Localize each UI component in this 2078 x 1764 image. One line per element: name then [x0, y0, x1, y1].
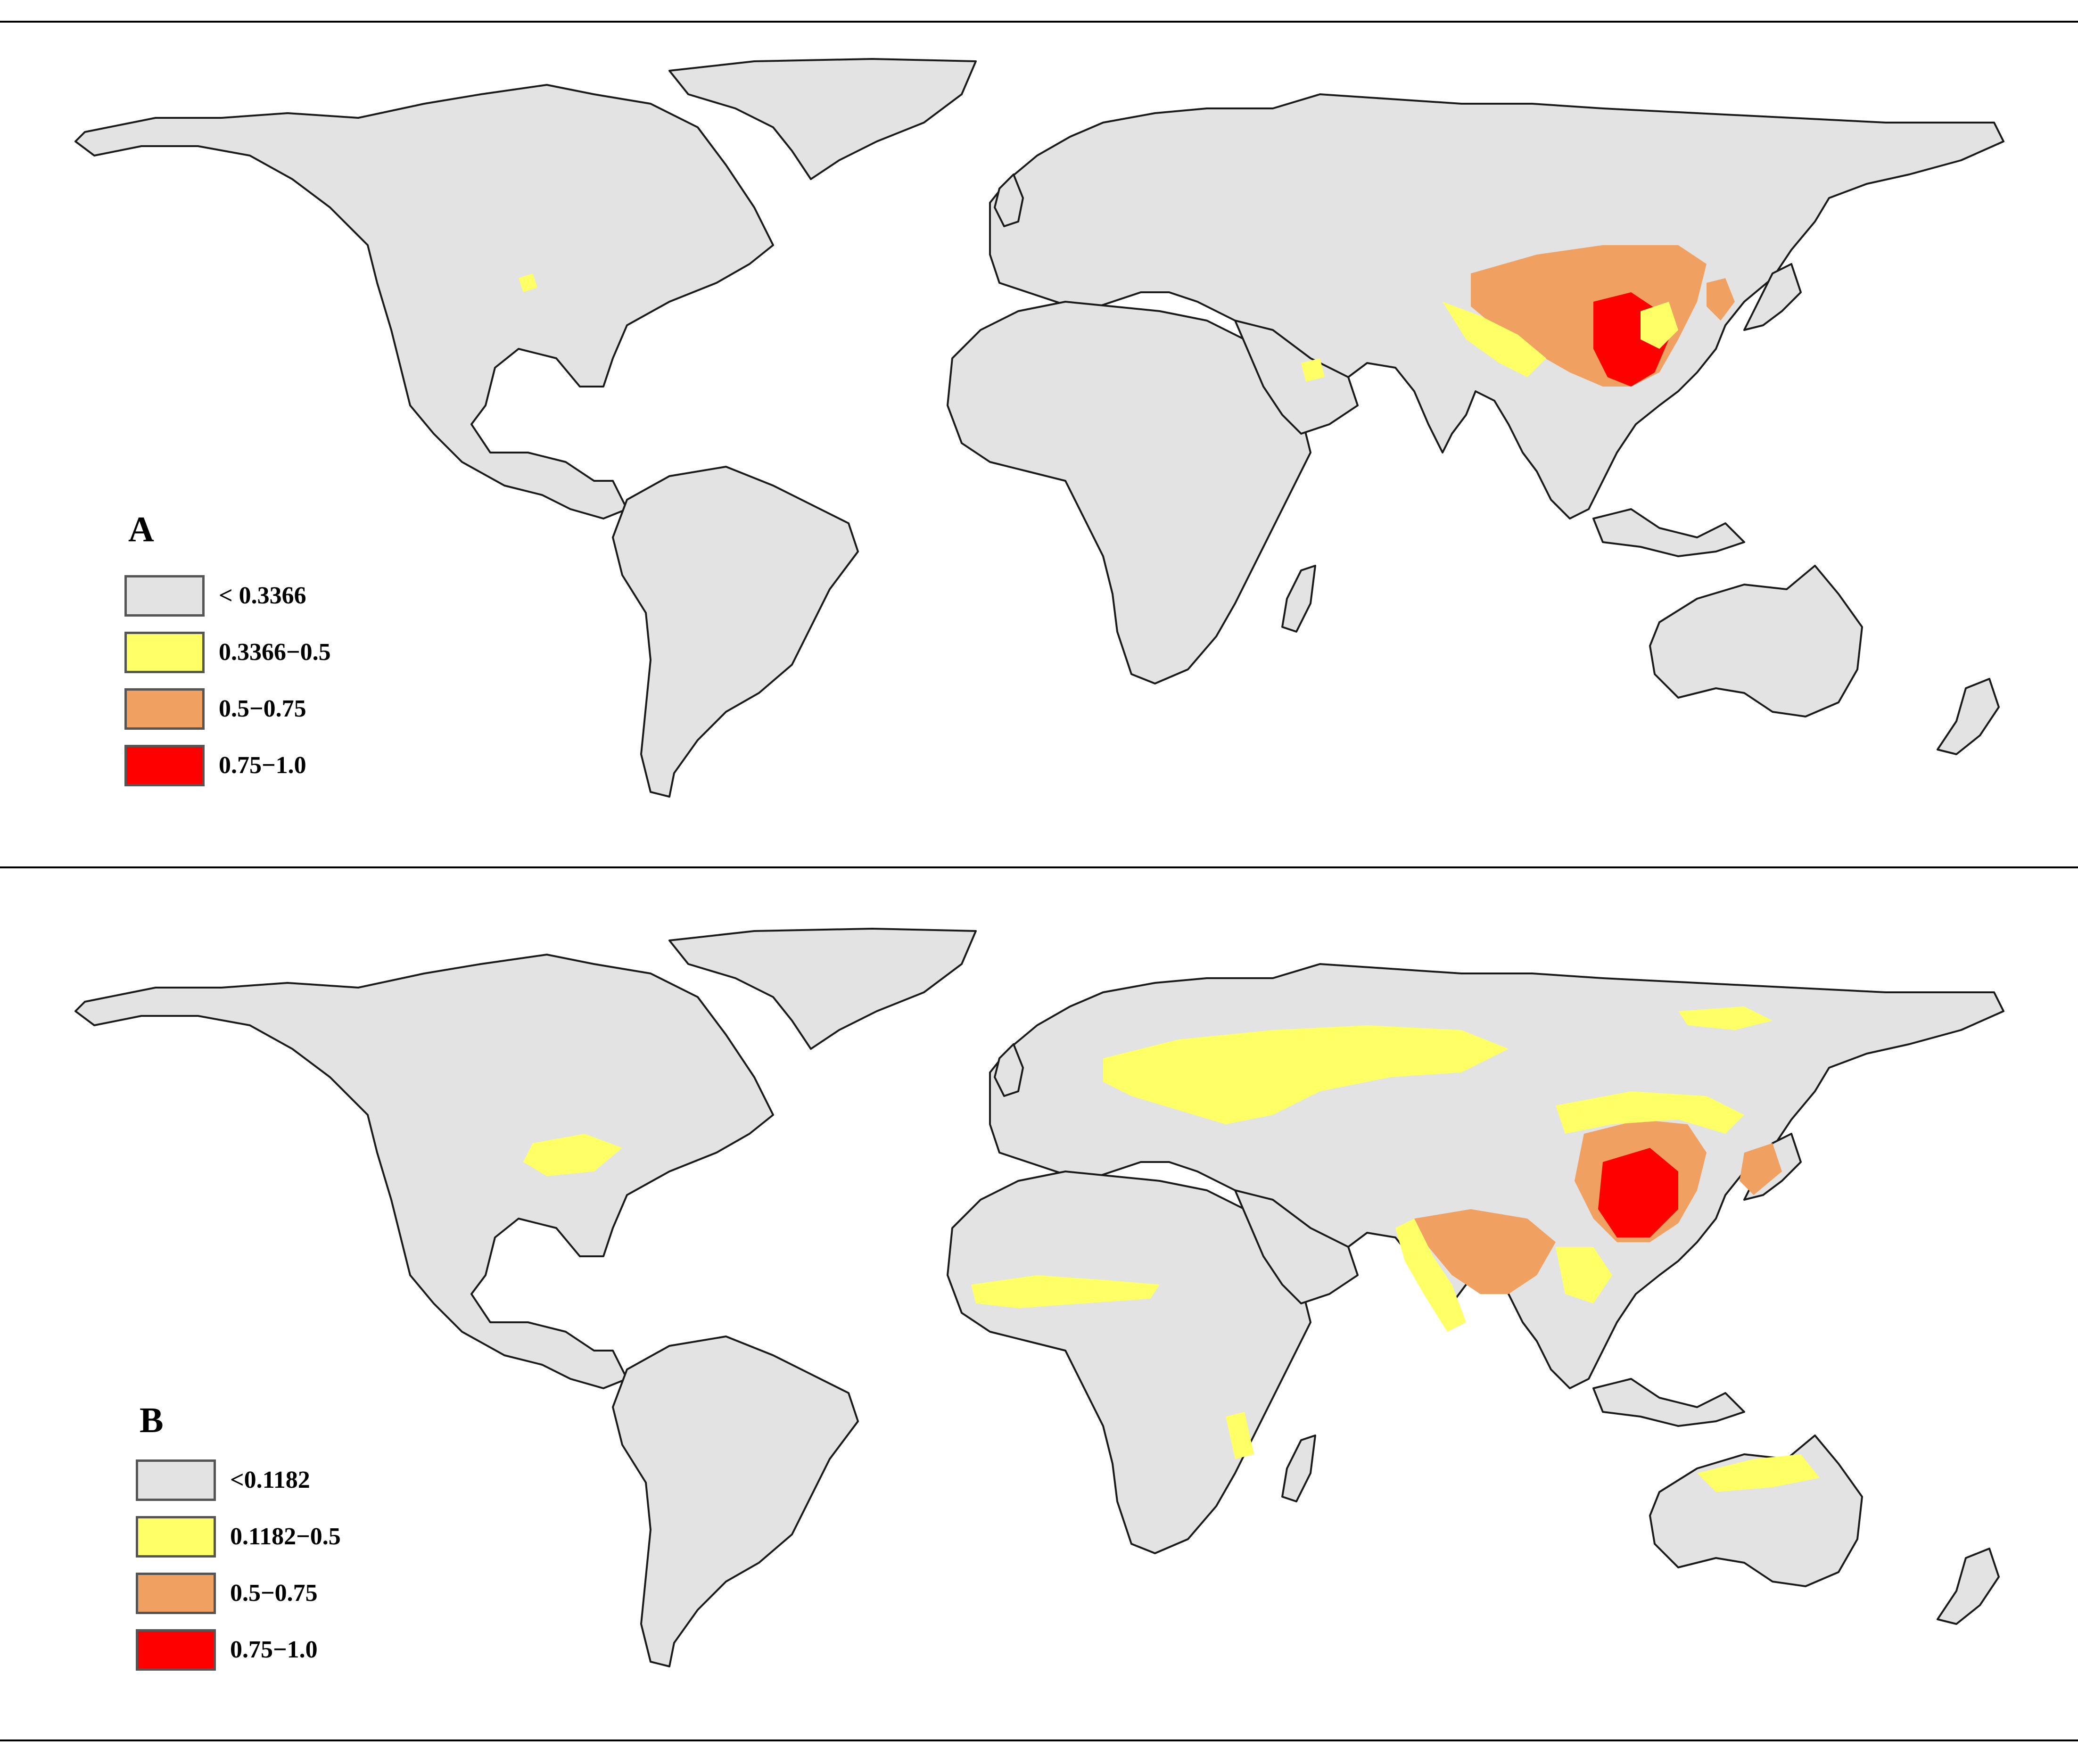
- legend-swatch: [124, 632, 205, 673]
- land-australia: [1649, 1434, 1863, 1587]
- land-north-america: [74, 84, 774, 519]
- legend-label: 0.1182−0.5: [230, 1523, 341, 1550]
- land-australia: [1649, 565, 1863, 717]
- legend-swatch: [124, 745, 205, 786]
- legend-swatch: [124, 688, 205, 730]
- risk-region-china-low: [1641, 302, 1678, 349]
- legend-a-item-2: 0.3366−0.5: [124, 632, 549, 679]
- risk-layer-b: [523, 1006, 1820, 1492]
- land-layer: [74, 58, 2004, 798]
- risk-region-himalaya: [1443, 302, 1546, 377]
- legend-label: <0.1182: [230, 1467, 310, 1493]
- legend-label: 0.75−1.0: [230, 1636, 318, 1663]
- risk-region-australia: [1697, 1454, 1820, 1492]
- world-map-a: [74, 58, 2004, 798]
- risk-region-korea-japan: [1707, 278, 1735, 321]
- top-rule: [0, 21, 2078, 23]
- legend-label: 0.5−0.75: [230, 1580, 318, 1607]
- land-africa: [947, 301, 1311, 684]
- risk-region-gulf: [1301, 358, 1325, 382]
- legend-label: 0.3366−0.5: [219, 639, 331, 666]
- land-japan: [1743, 263, 1802, 331]
- legend-b-item-1: <0.1182: [136, 1459, 560, 1507]
- panel-label-b: B: [140, 1401, 164, 1440]
- legend-a-item-4: 0.75−1.0: [124, 745, 549, 792]
- legend-b-item-2: 0.1182−0.5: [136, 1516, 560, 1563]
- land-north-america: [74, 954, 774, 1389]
- land-arabia: [1234, 1189, 1359, 1304]
- risk-region-us: [519, 273, 537, 292]
- risk-region-us: [523, 1134, 622, 1176]
- legend-label: 0.75−1.0: [219, 752, 306, 779]
- legend-swatch: [136, 1516, 216, 1558]
- land-madagascar: [1281, 1434, 1316, 1502]
- legend-a-item-1: < 0.3366: [124, 575, 549, 622]
- panel-label-a: A: [128, 510, 154, 549]
- land-madagascar: [1281, 565, 1316, 633]
- risk-region-southeast-asia: [1556, 1247, 1612, 1303]
- legend-label: 0.5−0.75: [219, 695, 306, 722]
- legend-swatch: [136, 1573, 216, 1614]
- risk-region-china-low: [1556, 1091, 1744, 1134]
- risk-region-india-low: [1395, 1219, 1466, 1332]
- map-panel-b: B <0.1182 0.1182−0.5 0.5−0.75 0.75−1.0: [0, 867, 2078, 1739]
- land-new-zealand: [1937, 1548, 2000, 1625]
- land-south-america: [612, 466, 859, 798]
- legend-a-item-3: 0.5−0.75: [124, 688, 549, 735]
- risk-region-china-high: [1598, 1148, 1678, 1237]
- land-indonesia: [1592, 1378, 1745, 1427]
- land-greenland: [668, 928, 977, 1050]
- land-arabia: [1234, 320, 1359, 435]
- legend-b-item-4: 0.75−1.0: [136, 1629, 560, 1676]
- legend-swatch: [136, 1629, 216, 1671]
- land-british-isles: [994, 173, 1024, 227]
- legend-b-item-3: 0.5−0.75: [136, 1573, 560, 1620]
- world-map-b: [74, 928, 2004, 1667]
- risk-layer-a: [519, 245, 1735, 387]
- middle-rule: [0, 866, 2078, 868]
- legend-swatch: [124, 575, 205, 617]
- land-greenland: [668, 58, 977, 180]
- risk-region-africa-east: [1226, 1412, 1254, 1459]
- risk-region-india: [1414, 1209, 1556, 1294]
- legend-label: < 0.3366: [219, 582, 306, 609]
- risk-region-europe-russia: [1103, 1025, 1509, 1124]
- risk-region-north-asia: [1678, 1006, 1773, 1030]
- land-british-isles: [994, 1043, 1024, 1097]
- land-south-america: [612, 1335, 859, 1667]
- map-panel-a: A < 0.3366 0.3366−0.5 0.5−0.75 0.75−1.0: [0, 0, 2078, 867]
- land-indonesia: [1592, 508, 1745, 557]
- bottom-rule: [0, 1739, 2078, 1741]
- land-africa: [947, 1171, 1311, 1554]
- risk-region-japan: [1740, 1143, 1782, 1195]
- risk-region-sahel: [971, 1275, 1160, 1308]
- legend-swatch: [136, 1459, 216, 1501]
- land-new-zealand: [1937, 678, 2000, 755]
